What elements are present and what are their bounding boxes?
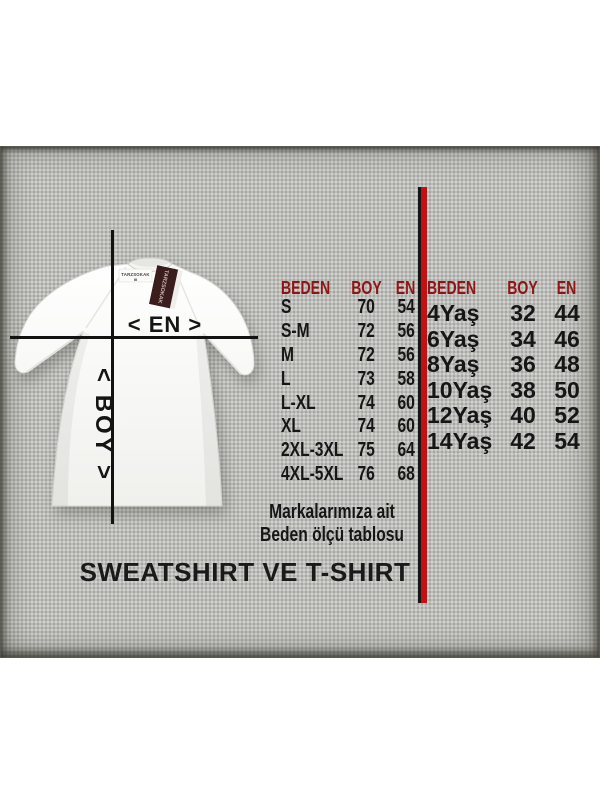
length-cell: 74 — [357, 391, 375, 414]
width-cell: 56 — [397, 320, 415, 343]
caption-line-1: Markalarımıza ait — [269, 501, 395, 523]
kids-size-table: BEDEN BOY EN 4Yaş 32 44 6Yaş 34 46 8Yaş … — [427, 276, 585, 454]
table-row: 14Yaş 42 54 — [427, 428, 585, 454]
size-cell: 4Yaş — [427, 300, 480, 326]
size-cell: S-M — [281, 320, 310, 343]
table-row: 10Yaş 38 50 — [427, 377, 585, 403]
photo-panel: TARZSOKAK TARZSOKAK < EN > < BOY > BEDEN… — [0, 146, 600, 658]
width-cell: 52 — [554, 402, 580, 429]
table-header-row: BEDEN BOY EN — [281, 278, 423, 298]
size-cell: S — [281, 296, 292, 319]
width-cell: 54 — [554, 427, 580, 454]
table-row: 8Yaş 36 48 — [427, 351, 585, 377]
size-cell: 12Yaş — [427, 402, 493, 429]
width-cell: 44 — [554, 300, 580, 326]
width-cell: 50 — [554, 376, 580, 403]
neck-label-text: TARZSOKAK — [121, 272, 150, 277]
header-width: EN — [396, 278, 416, 298]
length-measure-line — [111, 230, 114, 524]
collar-inner — [131, 258, 169, 267]
length-cell: 75 — [357, 439, 375, 462]
header-size: BEDEN — [427, 277, 477, 298]
size-cell: M — [281, 343, 295, 366]
table-row: XL 74 60 — [281, 415, 423, 439]
length-cell: 38 — [510, 376, 536, 403]
length-cell: 72 — [357, 343, 375, 366]
width-cell: 58 — [397, 367, 415, 390]
header-length: BOY — [351, 278, 382, 298]
width-cell: 68 — [397, 462, 415, 485]
neck-label: TARZSOKAK — [118, 268, 153, 283]
size-cell: 6Yaş — [427, 325, 480, 352]
length-cell: 76 — [357, 462, 375, 485]
size-cell: 14Yaş — [427, 427, 493, 454]
size-cell: 10Yaş — [427, 376, 493, 403]
table-row: 4XL-5XL 76 68 — [281, 463, 423, 487]
length-cell: 34 — [510, 325, 536, 352]
table-row: 4Yaş 32 44 — [427, 300, 585, 326]
cuff-seam-right — [203, 333, 242, 375]
body-shade-left — [52, 332, 90, 506]
size-cell: 2XL-3XL — [281, 439, 344, 462]
size-cell: L — [281, 367, 291, 390]
width-cell: 46 — [554, 325, 580, 352]
header-length: BOY — [507, 277, 539, 298]
width-cell: 54 — [397, 296, 415, 319]
width-cell: 56 — [397, 343, 415, 366]
width-dimension-label: < EN > — [127, 312, 203, 337]
length-dimension-label: < BOY > — [90, 368, 117, 482]
hang-tag: TARZSOKAK — [149, 265, 183, 310]
table-header-row: BEDEN BOY EN — [427, 276, 585, 300]
table-row: L-XL 74 60 — [281, 391, 423, 415]
length-cell: 72 — [357, 320, 375, 343]
table-caption: Markalarımıza ait Beden ölçü tablosu — [238, 501, 426, 546]
length-cell: 42 — [510, 427, 536, 454]
caption-line-2: Beden ölçü tablosu — [260, 523, 404, 546]
tshirt-photo: TARZSOKAK TARZSOKAK — [14, 257, 255, 507]
length-cell: 73 — [357, 367, 375, 390]
table-row: L 73 58 — [281, 367, 423, 391]
length-cell: 36 — [510, 351, 536, 378]
width-measure-line — [10, 336, 258, 339]
size-cell: 4XL-5XL — [281, 462, 344, 485]
length-cell: 70 — [357, 296, 375, 319]
table-row: S-M 72 56 — [281, 320, 423, 344]
width-cell: 48 — [554, 351, 580, 378]
table-row: 6Yaş 34 46 — [427, 326, 585, 352]
table-row: 12Yaş 40 52 — [427, 402, 585, 428]
header-size: BEDEN — [281, 278, 331, 298]
table-row: S 70 54 — [281, 296, 423, 320]
body-shade-right — [196, 334, 222, 506]
red-divider-line — [418, 187, 427, 603]
tshirt-body — [14, 257, 255, 507]
width-cell: 64 — [397, 439, 415, 462]
header-width: EN — [557, 277, 577, 298]
width-cell: 60 — [397, 415, 415, 438]
length-cell: 40 — [510, 402, 536, 429]
table-row: M 72 56 — [281, 344, 423, 368]
length-cell: 32 — [510, 300, 536, 326]
adult-size-table: BEDEN BOY EN S 70 54 S-M 72 56 M 72 56 L — [281, 278, 423, 486]
size-cell: XL — [281, 415, 301, 438]
table-row: 2XL-3XL 75 64 — [281, 439, 423, 463]
product-title: SWEATSHIRT VE T-SHIRT — [79, 557, 411, 587]
size-cell: L-XL — [281, 391, 316, 414]
size-cell: 8Yaş — [427, 351, 480, 378]
length-cell: 74 — [357, 415, 375, 438]
width-cell: 60 — [397, 391, 415, 414]
